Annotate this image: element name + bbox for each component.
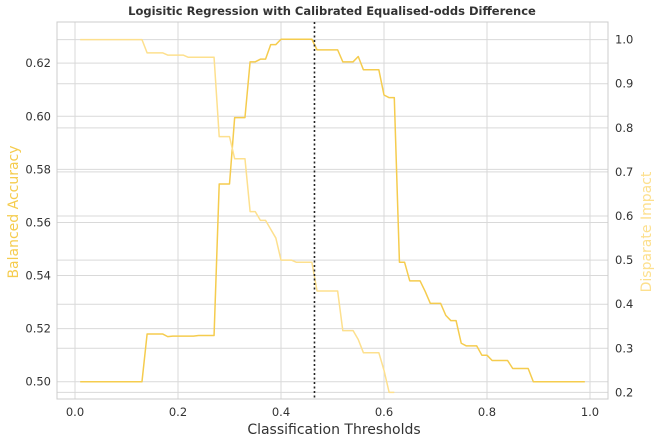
y-left-tick-label: 0.58 bbox=[25, 162, 51, 176]
y-left-tick-label: 0.54 bbox=[25, 269, 51, 283]
x-tick-label: 0.6 bbox=[375, 405, 393, 419]
x-tick-label: 0.2 bbox=[169, 405, 187, 419]
y-right-tick-label: 0.5 bbox=[615, 253, 633, 267]
y-right-tick-label: 0.3 bbox=[615, 341, 633, 355]
y-right-tick-label: 0.9 bbox=[615, 77, 633, 91]
ticks-layer: 0.0 0.2 0.4 0.6 0.8 1.0 0.50 0.52 0.54 0.56 0.58 0.… bbox=[25, 33, 633, 419]
grid-layer bbox=[57, 22, 608, 399]
x-tick-label: 0.4 bbox=[272, 405, 290, 419]
x-tick-label: 1.0 bbox=[581, 405, 599, 419]
y-right-tick-label: 0.6 bbox=[615, 209, 633, 223]
series-layer bbox=[80, 38, 585, 394]
y-right-tick-label: 0.8 bbox=[615, 121, 633, 135]
balanced-accuracy-line bbox=[80, 38, 585, 383]
y-left-tick-label: 0.62 bbox=[25, 56, 51, 70]
y-left-tick-label: 0.50 bbox=[25, 375, 51, 389]
x-tick-label: 0.8 bbox=[478, 405, 496, 419]
x-axis-label: Classification Thresholds bbox=[247, 422, 420, 438]
x-tick-label: 0.0 bbox=[66, 405, 84, 419]
disparate-impact-line bbox=[80, 38, 395, 394]
y-left-tick-label: 0.56 bbox=[25, 215, 51, 229]
y-right-tick-label: 0.4 bbox=[615, 297, 633, 311]
y-axis-left-label: Balanced Accuracy bbox=[6, 145, 22, 278]
y-right-tick-label: 1.0 bbox=[615, 33, 633, 47]
y-left-tick-label: 0.52 bbox=[25, 322, 51, 336]
y-right-tick-label: 0.7 bbox=[615, 165, 633, 179]
y-left-tick-label: 0.60 bbox=[25, 109, 51, 123]
chart-title: Logisitic Regression with Calibrated Equ… bbox=[128, 4, 536, 18]
y-axis-right-label: Disparate Impact bbox=[639, 171, 655, 292]
plot-frame bbox=[56, 21, 609, 400]
y-right-tick-label: 0.2 bbox=[615, 385, 633, 399]
